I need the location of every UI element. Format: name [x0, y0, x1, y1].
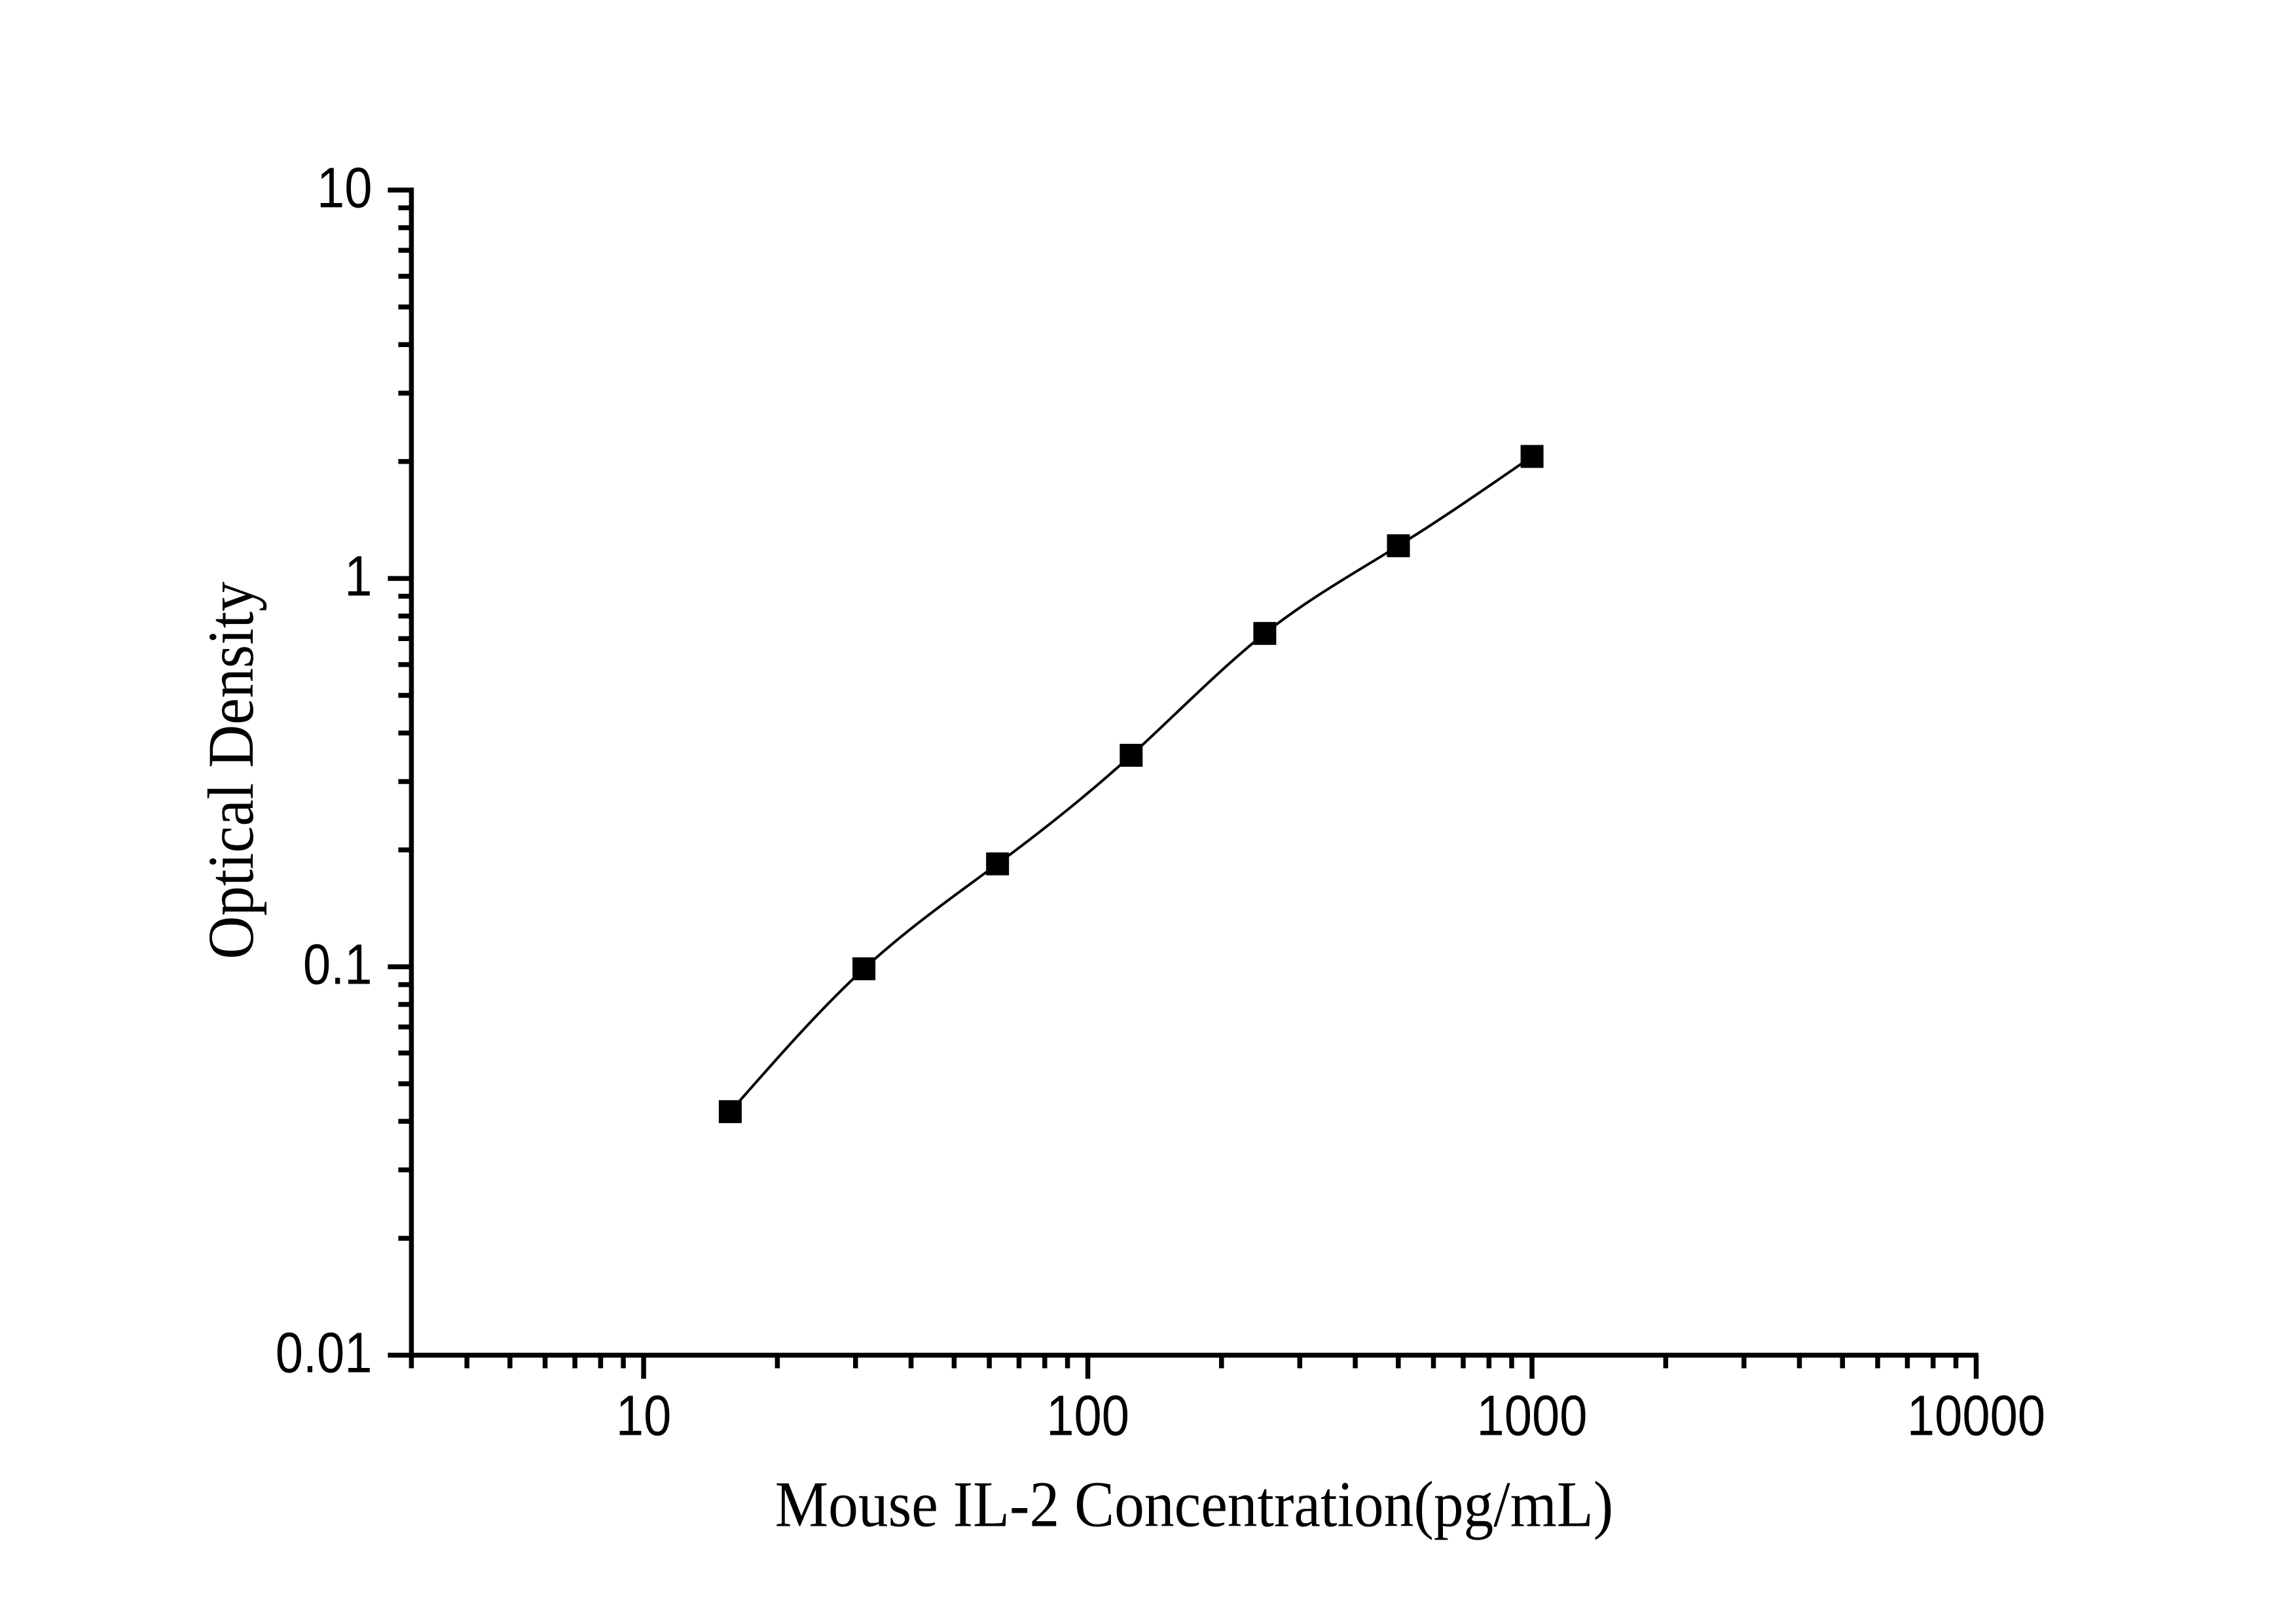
svg-text:10000: 10000	[1907, 1384, 2045, 1447]
svg-text:0.01: 0.01	[276, 1321, 373, 1385]
svg-text:10: 10	[317, 156, 372, 219]
svg-text:0.1: 0.1	[303, 933, 373, 997]
svg-text:Optical Density: Optical Density	[194, 581, 267, 959]
svg-text:100: 100	[1046, 1384, 1129, 1447]
svg-text:Mouse IL-2 Concentration(pg/mL: Mouse IL-2 Concentration(pg/mL)	[775, 1468, 1613, 1541]
svg-text:10: 10	[616, 1384, 671, 1447]
svg-text:1000: 1000	[1477, 1384, 1588, 1447]
svg-text:1: 1	[344, 545, 372, 608]
